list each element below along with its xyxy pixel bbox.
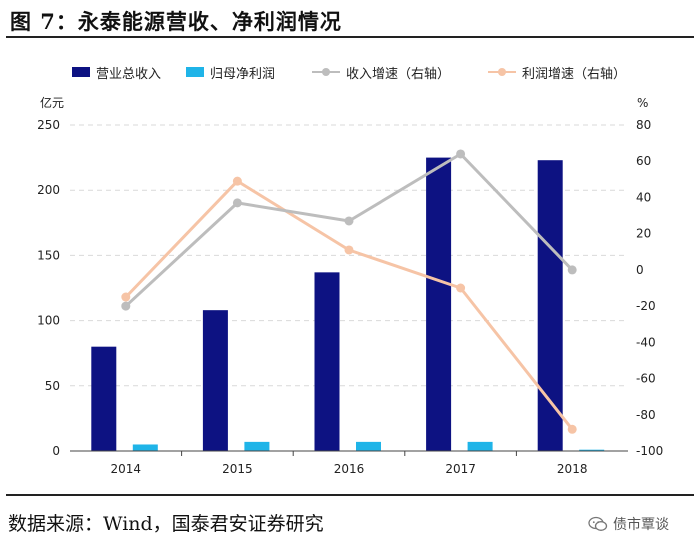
left-tick-label: 250 — [37, 118, 60, 132]
left-axis-unit: 亿元 — [40, 95, 64, 110]
profit-growth-point — [232, 176, 242, 186]
axis-layer — [70, 450, 628, 456]
right-tick-label: -100 — [636, 444, 663, 458]
net-profit-bar — [132, 444, 158, 451]
right-tick-label: -20 — [636, 299, 656, 313]
legend-item-revenue: 营业总收入 — [72, 62, 161, 82]
legend-label-net-profit: 归母净利润 — [210, 66, 276, 82]
legend-label-revenue: 营业总收入 — [96, 66, 162, 82]
revenue-bar — [91, 346, 117, 451]
profit-growth-point — [344, 245, 354, 255]
x-tick-label: 2015 — [222, 462, 253, 476]
right-tick-label: -80 — [636, 408, 656, 422]
revenue-growth-point — [567, 265, 577, 275]
title-bar: 图 7：永泰能源营收、净利润情况 — [6, 4, 694, 38]
revenue-growth-point — [456, 149, 466, 159]
source-note: 数据来源：Wind，国泰君安证券研究 — [8, 513, 324, 535]
profit-growth-point — [121, 292, 131, 302]
legend-label-revenue-growth: 收入增速（右轴） — [346, 66, 451, 82]
legend-line-revenue-growth — [312, 67, 340, 77]
revenue-bar — [426, 157, 452, 451]
watermark: 债市覃谈 — [588, 512, 669, 536]
line-layer — [121, 149, 577, 434]
revenue-growth-line — [124, 152, 574, 308]
revenue-growth-point — [121, 301, 131, 311]
left-tick-label: 200 — [37, 183, 60, 197]
legend-line-profit-growth-marker — [498, 68, 506, 76]
net-profit-bar — [579, 449, 605, 452]
legend-item-revenue-growth: 收入增速（右轴） — [312, 62, 450, 82]
right-tick-label: -40 — [636, 335, 656, 349]
right-tick-label: 20 — [636, 227, 651, 241]
legend-swatch-net-profit — [186, 67, 204, 77]
x-tick-label: 2017 — [445, 462, 476, 476]
bar-layer — [91, 157, 605, 452]
right-axis-unit: % — [637, 96, 648, 110]
right-tick-label: 0 — [636, 263, 644, 277]
combo-chart: 亿元 % 0 50 100 150 200 250 -100 -80 -60 -40 -20 0 20 4… — [37, 95, 663, 476]
revenue-bar — [314, 272, 340, 451]
wechat-icon — [588, 516, 608, 531]
watermark-text: 债市覃谈 — [613, 517, 669, 533]
x-tick-label: 2016 — [334, 462, 365, 476]
legend-item-net-profit: 归母净利润 — [186, 62, 275, 82]
revenue-bar — [537, 160, 563, 451]
left-tick-label: 150 — [37, 248, 60, 262]
net-profit-bar — [356, 441, 381, 451]
legend-swatch-revenue — [72, 67, 90, 77]
net-profit-bar — [244, 441, 270, 451]
label-layer: 0 50 100 150 200 250 -100 -80 -60 -40 -20 0 20 40 60 80… — [37, 118, 663, 476]
profit-growth-point — [456, 283, 466, 293]
legend-label-profit-growth: 利润增速（右轴） — [522, 66, 627, 82]
right-tick-label: 80 — [636, 118, 651, 132]
revenue-growth-point — [344, 216, 354, 226]
legend-item-profit-growth: 利润增速（右轴） — [488, 62, 626, 82]
chart-legend: 营业总收入 归母净利润 收入增速（右轴） 利润增速（右轴） — [72, 62, 692, 82]
revenue-growth-point — [232, 198, 242, 208]
footer-divider — [6, 494, 694, 496]
profit-growth-point — [567, 424, 577, 434]
x-tick-label: 2014 — [111, 462, 142, 476]
legend-line-profit-growth — [488, 67, 516, 77]
left-tick-label: 0 — [52, 444, 60, 458]
x-tick-label: 2018 — [557, 462, 588, 476]
left-tick-label: 50 — [45, 379, 60, 393]
chart-title: 图 7：永泰能源营收、净利润情况 — [10, 9, 342, 34]
right-tick-label: 60 — [636, 154, 651, 168]
legend-line-revenue-growth-marker — [322, 68, 330, 76]
net-profit-bar — [467, 441, 493, 451]
left-tick-label: 100 — [37, 314, 60, 328]
right-tick-label: -60 — [636, 372, 656, 386]
right-tick-label: 40 — [636, 190, 651, 204]
grid-layer — [70, 124, 628, 387]
revenue-bar — [202, 310, 228, 451]
